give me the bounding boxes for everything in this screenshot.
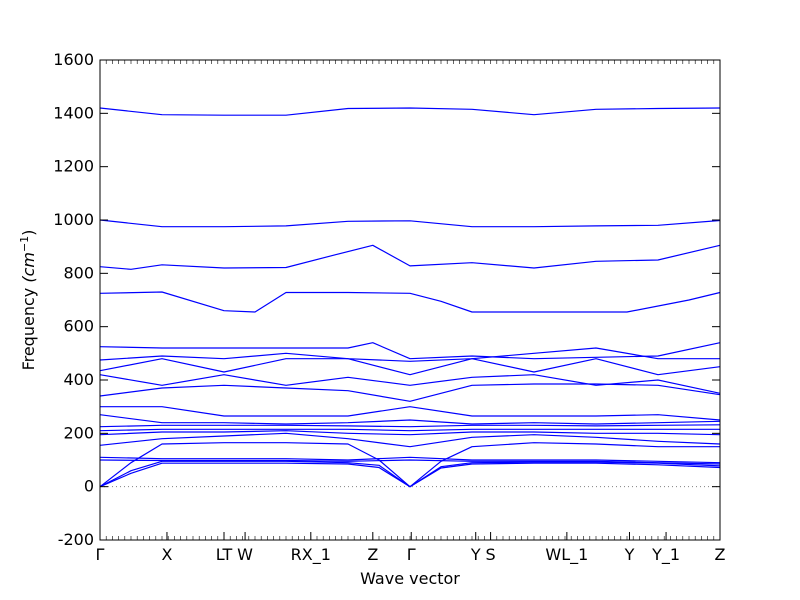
band-line-6: [99, 347, 720, 362]
band-line-5: [99, 342, 721, 360]
x-tick-label: W: [237, 545, 253, 564]
band-line-10: [100, 406, 721, 421]
x-tick-label: Y: [624, 545, 635, 564]
plot-area: [99, 107, 721, 488]
x-tick-label: S: [486, 545, 496, 564]
x-tick-label: Y_1: [651, 545, 680, 565]
x-axis-label: Wave vector: [360, 569, 460, 588]
y-tick-label: 800: [63, 263, 94, 282]
y-tick-label: 1000: [53, 210, 94, 229]
band-line-12: [99, 424, 721, 428]
band-line-7: [99, 358, 721, 376]
y-axis-label: Frequency (cm−1): [18, 230, 39, 371]
x-tick-label: Γ: [96, 545, 105, 564]
band-line-14: [99, 430, 721, 436]
y-tick-label: 600: [63, 317, 94, 336]
y-tick-label: -200: [58, 530, 94, 549]
band-line-1: [99, 107, 721, 116]
y-tick-label: 1200: [53, 157, 94, 176]
band-line-13: [99, 428, 720, 432]
x-tick-label: RX_1: [291, 545, 331, 565]
x-tick-label: Γ: [407, 545, 416, 564]
band-line-18: [99, 459, 721, 465]
y-tick-label: 200: [63, 423, 94, 442]
y-tick-label: 400: [63, 370, 94, 389]
y-tick-label: 1400: [53, 103, 94, 122]
band-line-19: [99, 460, 721, 488]
x-tick-label: X: [161, 545, 172, 564]
band-line-20: [99, 462, 721, 488]
x-tick-label: Y: [470, 545, 481, 564]
band-line-15: [99, 432, 721, 448]
band-line-3: [99, 244, 721, 270]
x-tick-label: WL_1: [545, 545, 588, 565]
x-tick-label: Z: [367, 545, 378, 564]
x-tick-label: LT: [216, 545, 233, 564]
axes: -200 0 200 400 600 800 1000 1200 1400 1600 Γ X LT W RX…: [53, 50, 725, 565]
y-tick-label: 1600: [53, 50, 94, 69]
band-line-8: [99, 374, 721, 394]
band-line-17: [99, 456, 721, 464]
band-line-2: [99, 219, 721, 228]
band-line-4: [99, 291, 721, 313]
y-tick-label: 0: [84, 477, 94, 496]
band-line-11: [99, 414, 721, 425]
band-line-9: [99, 383, 721, 402]
x-tick-label: Z: [715, 545, 726, 564]
band-line-16: [99, 442, 720, 488]
